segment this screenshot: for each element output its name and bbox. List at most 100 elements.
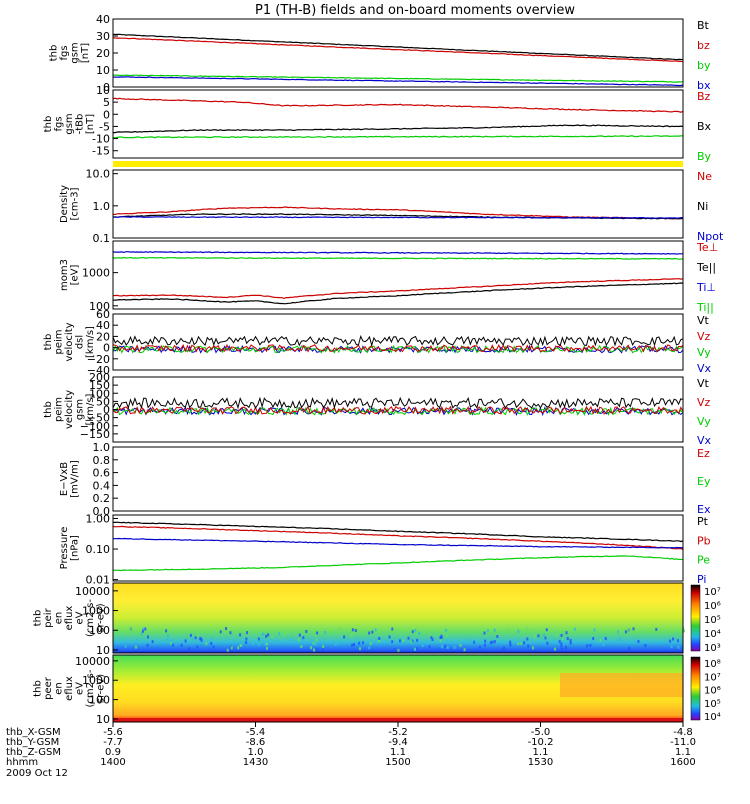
spectrogram-cell: [212, 641, 215, 645]
spectrogram-cell: [247, 639, 250, 643]
y-tick-label: -15: [92, 145, 110, 158]
y-tick-label: 0.01: [86, 574, 111, 587]
spectrogram-cell: [527, 644, 530, 648]
spectrogram-cell: [413, 647, 416, 651]
figure-title: P1 (TH-B) fields and on-board moments ov…: [255, 3, 575, 18]
y-tick-label: 0.10: [86, 543, 111, 556]
y-tick-label: −40: [87, 364, 110, 377]
spectrogram-cell: [520, 642, 523, 646]
spectrogram-cell: [212, 645, 215, 649]
spectrogram-cell: [196, 630, 199, 634]
panel-frame: [112, 89, 684, 159]
spectrogram-cell: [537, 634, 540, 638]
spectrogram-cell: [200, 638, 203, 642]
spectrogram-cell: [339, 627, 342, 631]
spectrogram-cell: [322, 645, 325, 649]
spectrogram-cell: [533, 634, 536, 638]
spectrogram-cell: [374, 628, 377, 632]
y-axis-label: Pressure: [59, 527, 70, 570]
spectrogram-cell: [592, 637, 595, 641]
spectrogram-cell: [142, 627, 145, 631]
spectrogram-cell: [230, 646, 233, 650]
series-Npot: [112, 216, 684, 219]
legend-label: Pb: [697, 534, 711, 547]
spectrogram-cell: [414, 628, 417, 632]
spectrogram-cell: [171, 643, 174, 647]
spectrogram-cell: [418, 631, 421, 635]
spectrogram-cell: [316, 648, 319, 652]
spectrogram-cell: [483, 631, 486, 635]
y-tick-label: 10: [96, 644, 110, 657]
panel-3: 0.1 1.0 10.0 Density [cm-3] Ne Ni Npot: [59, 168, 724, 245]
panel-4: 100 1000 mom3 [eV] Te⊥ Te|| Ti⊥ Ti||: [59, 240, 718, 314]
spectrogram-cell: [493, 640, 496, 644]
legend-label: bz: [697, 39, 710, 52]
spectrogram-cell: [284, 630, 287, 634]
spectrogram-cell: [484, 643, 487, 647]
spectrogram-cell: [411, 630, 414, 634]
spectrogram-cell: [446, 646, 449, 650]
spectrogram-cell: [146, 635, 149, 639]
spectrogram-cell: [430, 636, 433, 640]
y-tick-label: 1000: [82, 605, 110, 618]
spectrogram-cell: [429, 634, 432, 638]
x-row-value: -4.8: [673, 727, 693, 738]
panel-frame: [112, 514, 684, 582]
spectrogram-cell: [245, 631, 248, 635]
spectrogram-cell: [245, 637, 248, 641]
y-axis-label: -tBb: [75, 114, 86, 135]
y-tick-label: 50: [96, 395, 110, 408]
spectrogram-cell: [114, 630, 117, 634]
y-axis-label: Density: [59, 185, 70, 223]
spectrogram-cell: [282, 633, 285, 637]
spectrogram-cell: [211, 638, 214, 642]
y-axis-label: fgs: [54, 116, 65, 131]
y-tick-label: 30: [96, 30, 110, 43]
spectrogram-cell: [670, 645, 673, 649]
series-Pt: [113, 521, 684, 543]
y-axis-label: (cm2-s-: [85, 599, 96, 637]
spectrogram-cell: [526, 637, 529, 641]
spectrogram-cell: [252, 642, 255, 646]
spectrogram-cell: [632, 627, 635, 631]
y-axis-label: sr-eV): [96, 674, 107, 703]
y-axis-label: (cm2-s-: [85, 669, 96, 707]
spectrogram-cell: [278, 632, 281, 636]
spectrogram-cell: [459, 643, 462, 647]
colorbar-label: 10⁸: [704, 659, 721, 670]
series-bx: [113, 76, 684, 87]
y-tick-label: 10000: [75, 655, 110, 668]
spectrogram-cell: [265, 642, 268, 646]
spectrogram-cell: [415, 647, 418, 651]
spectrogram-cell: [301, 638, 304, 642]
spectrogram-cell: [436, 648, 439, 652]
spectrogram-cell: [426, 641, 429, 645]
spectrogram-cell: [593, 628, 596, 632]
y-tick-label: 5: [103, 96, 110, 109]
spectrogram-cell: [245, 641, 248, 645]
spectrogram-cell: [265, 634, 268, 638]
y-axis-label: peir: [43, 607, 54, 627]
spectrogram-cell: [180, 639, 183, 643]
spectrogram-cell: [257, 643, 260, 647]
spectrogram-cell: [300, 645, 303, 649]
spectrogram-cell: [589, 643, 592, 647]
spectrogram-cell: [354, 628, 357, 632]
panel-8: 0.01 0.10 1.00 Pressure [nPa] Pt Pb Pe Pi: [59, 512, 711, 586]
spectrogram-cell: [491, 640, 494, 644]
y-tick-label: −100: [80, 420, 110, 433]
x-row-value: 1400: [100, 757, 125, 768]
spectrogram-cell: [350, 634, 353, 638]
spectrogram-cell: [428, 645, 431, 649]
spectrogram-cell: [391, 627, 394, 631]
x-row-label: thb_Y-GSM: [6, 737, 59, 748]
spectrogram-cell: [402, 639, 405, 643]
spectrogram-cell: [239, 633, 242, 637]
x-row-label: thb_X-GSM: [6, 727, 61, 738]
spectrogram-cell: [397, 648, 400, 652]
series-Vy: [112, 344, 684, 354]
spectrogram-cell: [440, 634, 443, 638]
spectrogram-cell: [125, 631, 128, 635]
y-axis-label: thb: [43, 334, 54, 351]
